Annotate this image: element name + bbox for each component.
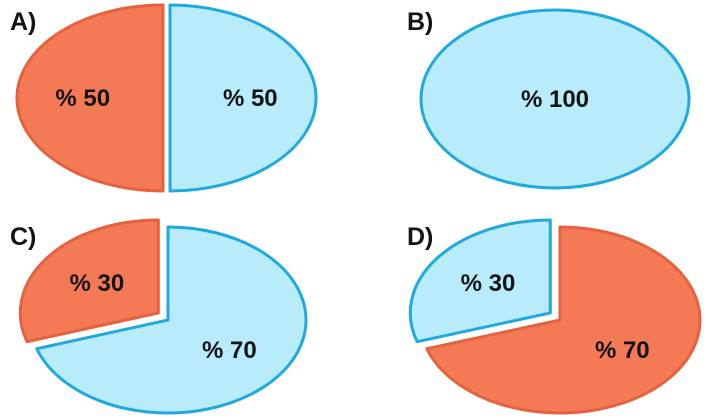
pie-slice-d-2 [408, 218, 552, 344]
panel-label-b: B) [407, 8, 433, 36]
pie-panel-a: A) % 50 % 50 [10, 3, 318, 193]
slice-label-a-1: % 50 [223, 85, 278, 112]
slice-label-d-2: % 30 [461, 270, 516, 297]
panel-label-d: D) [407, 223, 433, 251]
slice-label-c-1: % 70 [202, 337, 257, 364]
panel-label-a: A) [10, 8, 36, 36]
pie-slice-a-1 [168, 3, 318, 193]
pie-slice-a-2 [15, 3, 165, 193]
pie-panel-b: B) % 100 [407, 8, 691, 190]
pie-slice-c-2 [18, 218, 160, 344]
pie-panel-c: C) % 70 % 30 [10, 218, 308, 415]
slice-label-a-2: % 50 [55, 85, 110, 112]
slice-label-b-1: % 100 [521, 86, 589, 113]
panel-label-c: C) [10, 223, 36, 251]
pie-slice-b-1 [419, 8, 691, 190]
slice-label-d-1: % 70 [595, 337, 650, 364]
slice-label-c-2: % 30 [70, 270, 125, 297]
pie-panel-d: D) % 70 % 30 [407, 218, 702, 415]
pie-slice-c-1 [35, 225, 308, 415]
pie-slice-d-1 [425, 225, 702, 415]
